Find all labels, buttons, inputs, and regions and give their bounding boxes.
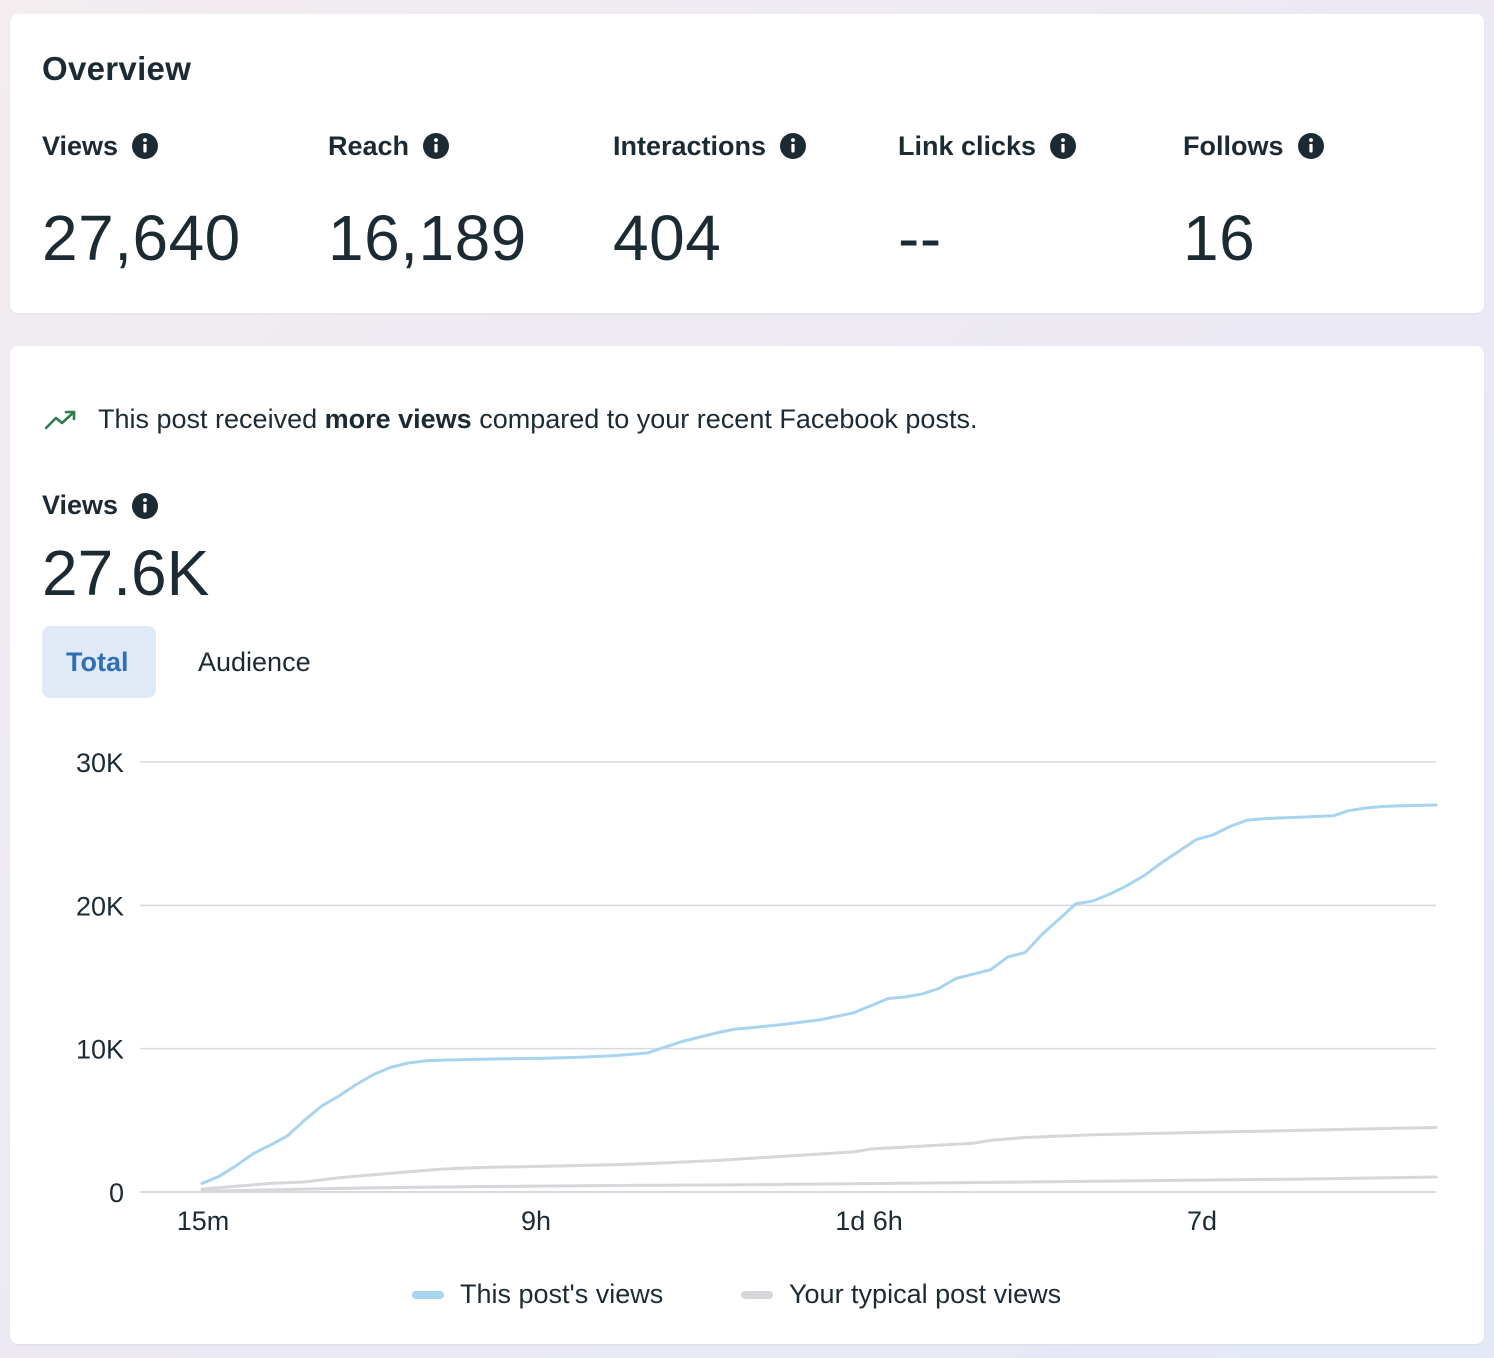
views-label: Views: [42, 490, 159, 521]
x-tick-label: 15m: [177, 1206, 230, 1236]
legend-label: Your typical post views: [789, 1279, 1062, 1309]
metric-label: Reach: [328, 130, 410, 161]
info-icon[interactable]: [1050, 133, 1077, 159]
y-tick-label: 10K: [76, 1035, 124, 1065]
views-line-chart: 0 10K 20K 30K 15m 9h 1d 6h 7d: [76, 748, 1438, 1236]
insight-bold: more views: [324, 404, 472, 434]
legend-item-this-post: This post's views: [412, 1279, 663, 1310]
metric-label: Follows: [1183, 130, 1284, 161]
tab-audience[interactable]: Audience: [198, 647, 311, 677]
metric-label: Link clicks: [898, 130, 1037, 161]
tab-total[interactable]: Total: [42, 626, 156, 698]
views-total-value: 27.6K: [42, 537, 210, 609]
metric-link-clicks: Link clicks --: [898, 128, 1077, 274]
info-icon[interactable]: [132, 133, 159, 159]
insight-text: This post received more views compared t…: [98, 404, 977, 435]
series-line-2: [200, 1175, 1438, 1193]
info-icon[interactable]: [423, 133, 450, 159]
y-tick-label: 0: [109, 1178, 124, 1208]
metric-reach: Reach 16,189: [328, 128, 527, 274]
metric-interactions: Interactions 404: [613, 128, 807, 274]
metric-value: 16,189: [328, 202, 527, 274]
insight-message: This post received more views compared t…: [44, 404, 977, 435]
metric-value: 16: [1183, 202, 1256, 274]
x-tick-label: 9h: [521, 1206, 551, 1236]
trending-up-icon: [44, 408, 78, 432]
y-tick-label: 20K: [76, 891, 124, 921]
info-icon[interactable]: [1297, 133, 1324, 159]
metric-value: --: [898, 202, 942, 274]
x-tick-label: 7d: [1187, 1206, 1217, 1236]
series-line-1: [200, 1126, 1438, 1191]
y-tick-label: 30K: [76, 748, 124, 778]
overview-card: Overview Views 27,640 Reach 16,189 Inter…: [10, 14, 1484, 313]
legend-label: This post's views: [460, 1279, 664, 1309]
metric-label: Views: [42, 130, 119, 161]
info-icon[interactable]: [780, 133, 807, 159]
overview-title: Overview: [42, 50, 192, 87]
views-card: This post received more views compared t…: [10, 346, 1484, 1344]
metric-value: 27,640: [42, 202, 241, 274]
metric-value: 404: [613, 202, 722, 274]
legend-item-typical: Your typical post views: [741, 1279, 1061, 1310]
insight-prefix: This post received: [98, 404, 325, 434]
views-label-text: Views: [42, 490, 119, 520]
metric-views: Views 27,640: [42, 128, 241, 274]
x-tick-label: 1d 6h: [835, 1206, 903, 1236]
legend-swatch: [741, 1290, 773, 1299]
insight-suffix: compared to your recent Facebook posts.: [471, 404, 978, 434]
info-icon[interactable]: [132, 492, 159, 519]
legend-swatch: [412, 1290, 444, 1299]
metric-label: Interactions: [613, 130, 767, 161]
series-line-0: [200, 803, 1438, 1185]
metric-follows: Follows 16: [1183, 128, 1324, 270]
